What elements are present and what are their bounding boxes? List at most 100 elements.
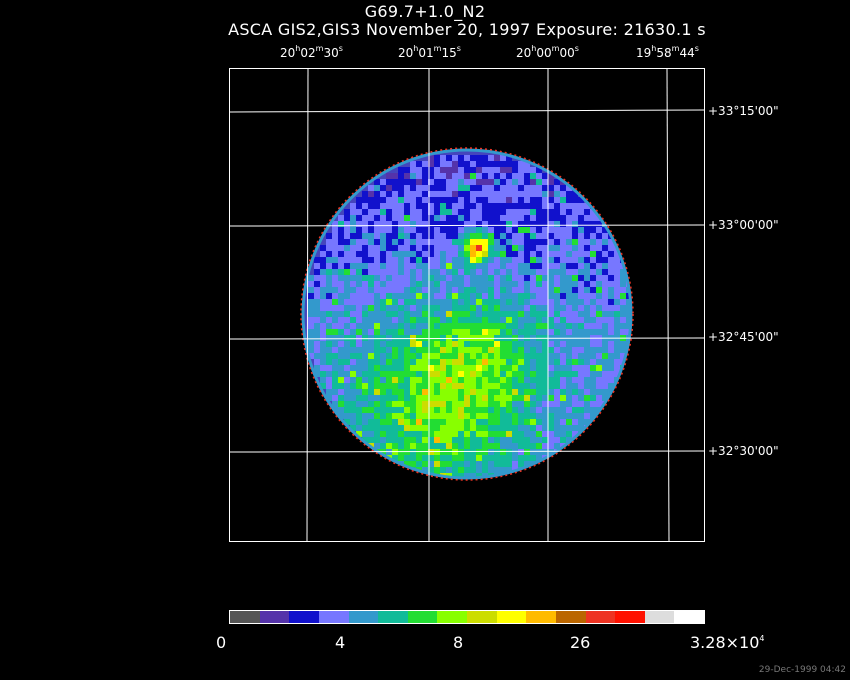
image-pixel	[602, 371, 608, 377]
image-pixel	[554, 197, 560, 203]
image-pixel	[344, 365, 350, 371]
image-pixel	[530, 287, 536, 293]
image-pixel	[362, 203, 368, 209]
image-pixel	[332, 263, 338, 269]
image-pixel	[482, 353, 488, 359]
image-pixel	[470, 353, 476, 359]
image-pixel	[440, 155, 446, 161]
image-pixel	[446, 335, 452, 341]
color-swatch	[615, 611, 645, 623]
image-pixel	[536, 191, 542, 197]
image-pixel	[494, 371, 500, 377]
image-pixel	[596, 395, 602, 401]
image-pixel	[422, 269, 428, 275]
image-pixel	[416, 233, 422, 239]
colorbar-tick-label: 8	[453, 633, 464, 652]
image-pixel	[608, 323, 614, 329]
image-pixel	[536, 443, 542, 449]
image-pixel	[500, 221, 506, 227]
image-pixel	[602, 311, 608, 317]
image-pixel	[578, 383, 584, 389]
image-pixel	[404, 419, 410, 425]
image-pixel	[470, 413, 476, 419]
image-pixel	[440, 221, 446, 227]
image-pixel	[464, 287, 470, 293]
image-pixel	[554, 347, 560, 353]
image-pixel	[332, 269, 338, 275]
image-pixel	[332, 323, 338, 329]
image-pixel	[356, 233, 362, 239]
image-pixel	[596, 293, 602, 299]
image-pixel	[494, 353, 500, 359]
image-pixel	[566, 341, 572, 347]
image-pixel	[476, 263, 482, 269]
image-pixel	[314, 293, 320, 299]
image-pixel	[512, 323, 518, 329]
image-pixel	[584, 365, 590, 371]
image-pixel	[416, 185, 422, 191]
image-pixel	[572, 425, 578, 431]
image-pixel	[518, 311, 524, 317]
image-pixel	[422, 161, 428, 167]
image-pixel	[428, 305, 434, 311]
image-pixel	[308, 323, 314, 329]
image-pixel	[410, 287, 416, 293]
image-pixel	[326, 323, 332, 329]
image-pixel	[368, 227, 374, 233]
image-pixel	[596, 251, 602, 257]
image-pixel	[398, 335, 404, 341]
image-pixel	[446, 419, 452, 425]
image-pixel	[470, 329, 476, 335]
image-pixel	[440, 299, 446, 305]
image-pixel	[524, 317, 530, 323]
image-pixel	[590, 407, 596, 413]
image-pixel	[398, 419, 404, 425]
image-pixel	[512, 401, 518, 407]
image-pixel	[464, 365, 470, 371]
image-pixel	[338, 359, 344, 365]
image-pixel	[356, 281, 362, 287]
image-pixel	[494, 407, 500, 413]
image-title: G69.7+1.0_N2	[364, 2, 486, 21]
image-pixel	[458, 251, 464, 257]
image-pixel	[416, 413, 422, 419]
image-pixel	[572, 407, 578, 413]
image-pixel	[488, 389, 494, 395]
image-pixel	[500, 197, 506, 203]
image-pixel	[386, 227, 392, 233]
image-pixel	[404, 395, 410, 401]
image-pixel	[458, 209, 464, 215]
image-pixel	[584, 347, 590, 353]
image-pixel	[536, 185, 542, 191]
image-pixel	[566, 311, 572, 317]
image-pixel	[434, 425, 440, 431]
image-pixel	[392, 209, 398, 215]
image-pixel	[542, 179, 548, 185]
image-pixel	[488, 377, 494, 383]
image-pixel	[554, 443, 560, 449]
image-pixel	[308, 311, 314, 317]
image-pixel	[512, 329, 518, 335]
image-pixel	[548, 215, 554, 221]
image-pixel	[560, 293, 566, 299]
image-pixel	[326, 341, 332, 347]
image-pixel	[362, 419, 368, 425]
image-pixel	[584, 317, 590, 323]
image-pixel	[590, 221, 596, 227]
image-pixel	[404, 335, 410, 341]
image-pixel	[362, 395, 368, 401]
image-pixel	[320, 251, 326, 257]
image-pixel	[452, 317, 458, 323]
image-pixel	[560, 227, 566, 233]
image-pixel	[398, 227, 404, 233]
image-pixel	[440, 353, 446, 359]
image-pixel	[566, 185, 572, 191]
image-pixel	[350, 317, 356, 323]
image-pixel	[458, 425, 464, 431]
image-pixel	[464, 167, 470, 173]
image-pixel	[350, 269, 356, 275]
image-pixel	[554, 365, 560, 371]
image-pixel	[326, 329, 332, 335]
image-pixel	[386, 311, 392, 317]
image-pixel	[488, 287, 494, 293]
